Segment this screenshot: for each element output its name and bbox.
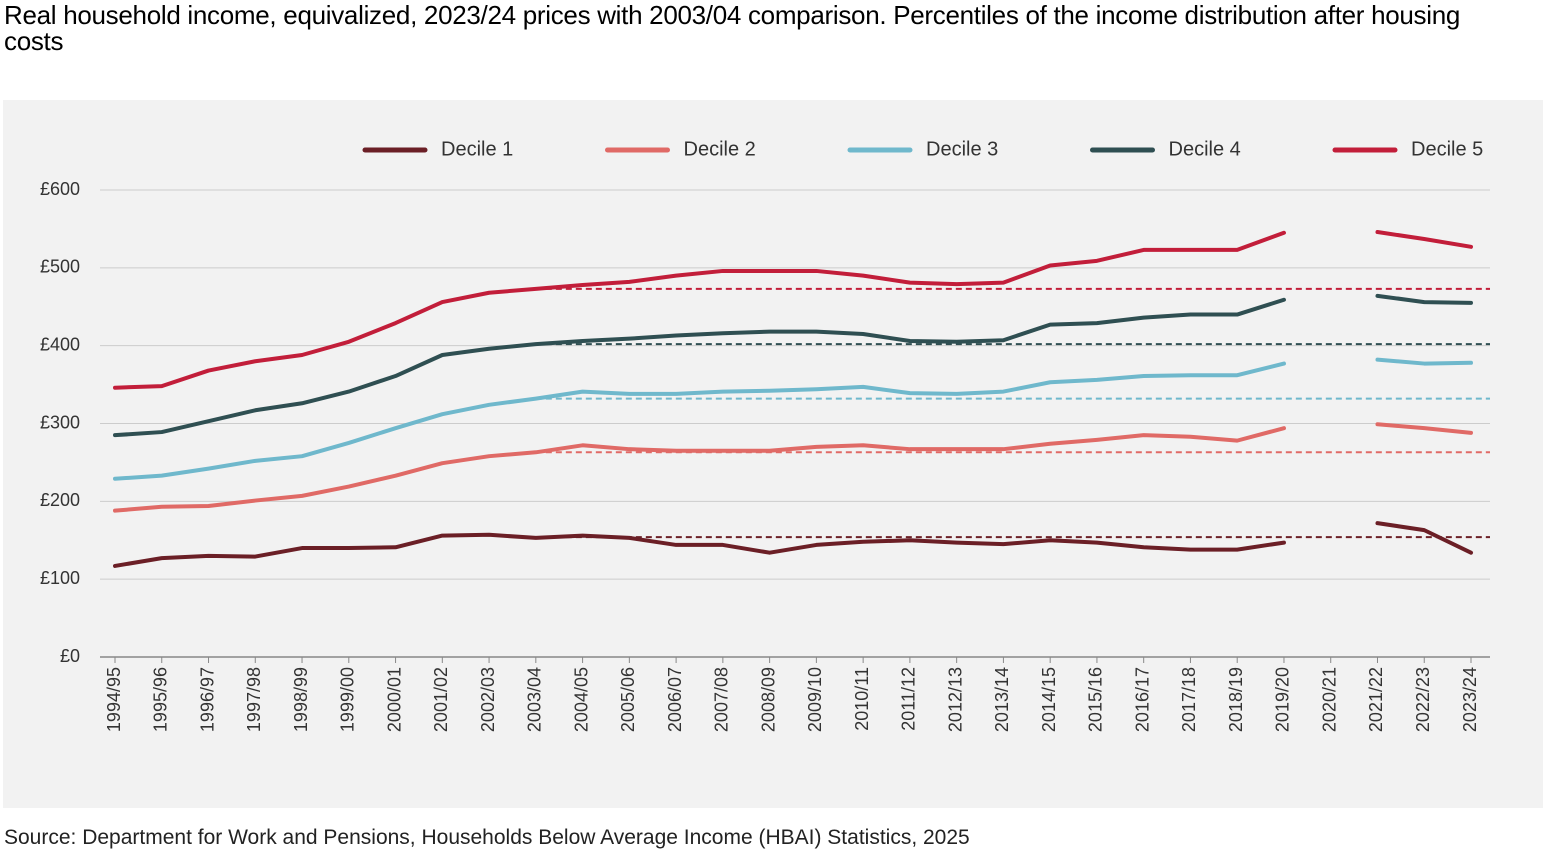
- x-tick-label: 2011/12: [899, 667, 919, 731]
- y-tick-label: £100: [40, 568, 80, 588]
- legend-label: Decile 1: [441, 138, 513, 160]
- x-tick-label: 2007/08: [712, 667, 732, 732]
- x-tick-label: 1997/98: [244, 667, 264, 732]
- x-tick-label: 2022/23: [1413, 667, 1433, 732]
- chart-title: Real household income, equivalized, 2023…: [4, 0, 1461, 56]
- x-tick-label: 2020/21: [1319, 667, 1339, 732]
- x-tick-label: 1998/99: [291, 667, 311, 732]
- y-tick-label: £0: [60, 646, 80, 666]
- x-tick-label: 2018/19: [1226, 667, 1246, 732]
- x-tick-label: 1994/95: [104, 667, 124, 732]
- x-tick-label: 2005/06: [618, 667, 638, 732]
- x-tick-label: 2004/05: [571, 667, 591, 732]
- x-tick-label: 2014/15: [1039, 667, 1059, 732]
- x-tick-label: 2019/20: [1273, 667, 1293, 732]
- x-tick-label: 2002/03: [478, 667, 498, 732]
- series-line: [113, 422, 1473, 513]
- y-tick-label: £300: [40, 412, 80, 432]
- series-line: [113, 230, 1473, 390]
- x-tick-label: 2009/10: [805, 667, 825, 732]
- legend-label: Decile 3: [926, 138, 998, 160]
- chart-panel: [3, 100, 1543, 808]
- x-tick-label: 2013/14: [992, 667, 1012, 732]
- y-tick-label: £500: [40, 257, 80, 277]
- x-tick-label: 2010/11: [852, 667, 872, 731]
- y-tick-label: £400: [40, 334, 80, 354]
- x-tick-label: 2006/07: [665, 667, 685, 732]
- series-line: [113, 357, 1473, 481]
- chart: £0 £100 £200 £300 £400 £500 £600 1994/95 1995/96…: [3, 100, 1543, 808]
- legend-label: Decile 2: [684, 138, 756, 160]
- y-tick-label: £600: [40, 179, 80, 199]
- x-tick-label: 2023/24: [1460, 667, 1480, 732]
- series-line: [113, 521, 1473, 568]
- y-tick-label: £200: [40, 490, 80, 510]
- x-tick-label: 2001/02: [431, 667, 451, 732]
- series-line: [113, 293, 1473, 438]
- source-note: Source: Department for Work and Pensions…: [4, 826, 970, 849]
- x-tick-label: 2008/09: [758, 667, 778, 732]
- x-tick-label: 2000/01: [384, 667, 404, 732]
- legend-label: Decile 5: [1411, 138, 1483, 160]
- x-tick-label: 2016/17: [1132, 667, 1152, 732]
- x-tick-label: 1996/97: [197, 667, 217, 732]
- x-tick-label: 1999/00: [338, 667, 358, 732]
- x-tick-label: 2017/18: [1179, 667, 1199, 732]
- legend-label: Decile 4: [1169, 138, 1241, 160]
- x-tick-label: 2012/13: [945, 667, 965, 732]
- x-tick-label: 1995/96: [151, 667, 171, 732]
- x-tick-label: 2021/22: [1366, 667, 1386, 732]
- x-tick-label: 2003/04: [525, 667, 545, 732]
- x-tick-label: 2015/16: [1086, 667, 1106, 732]
